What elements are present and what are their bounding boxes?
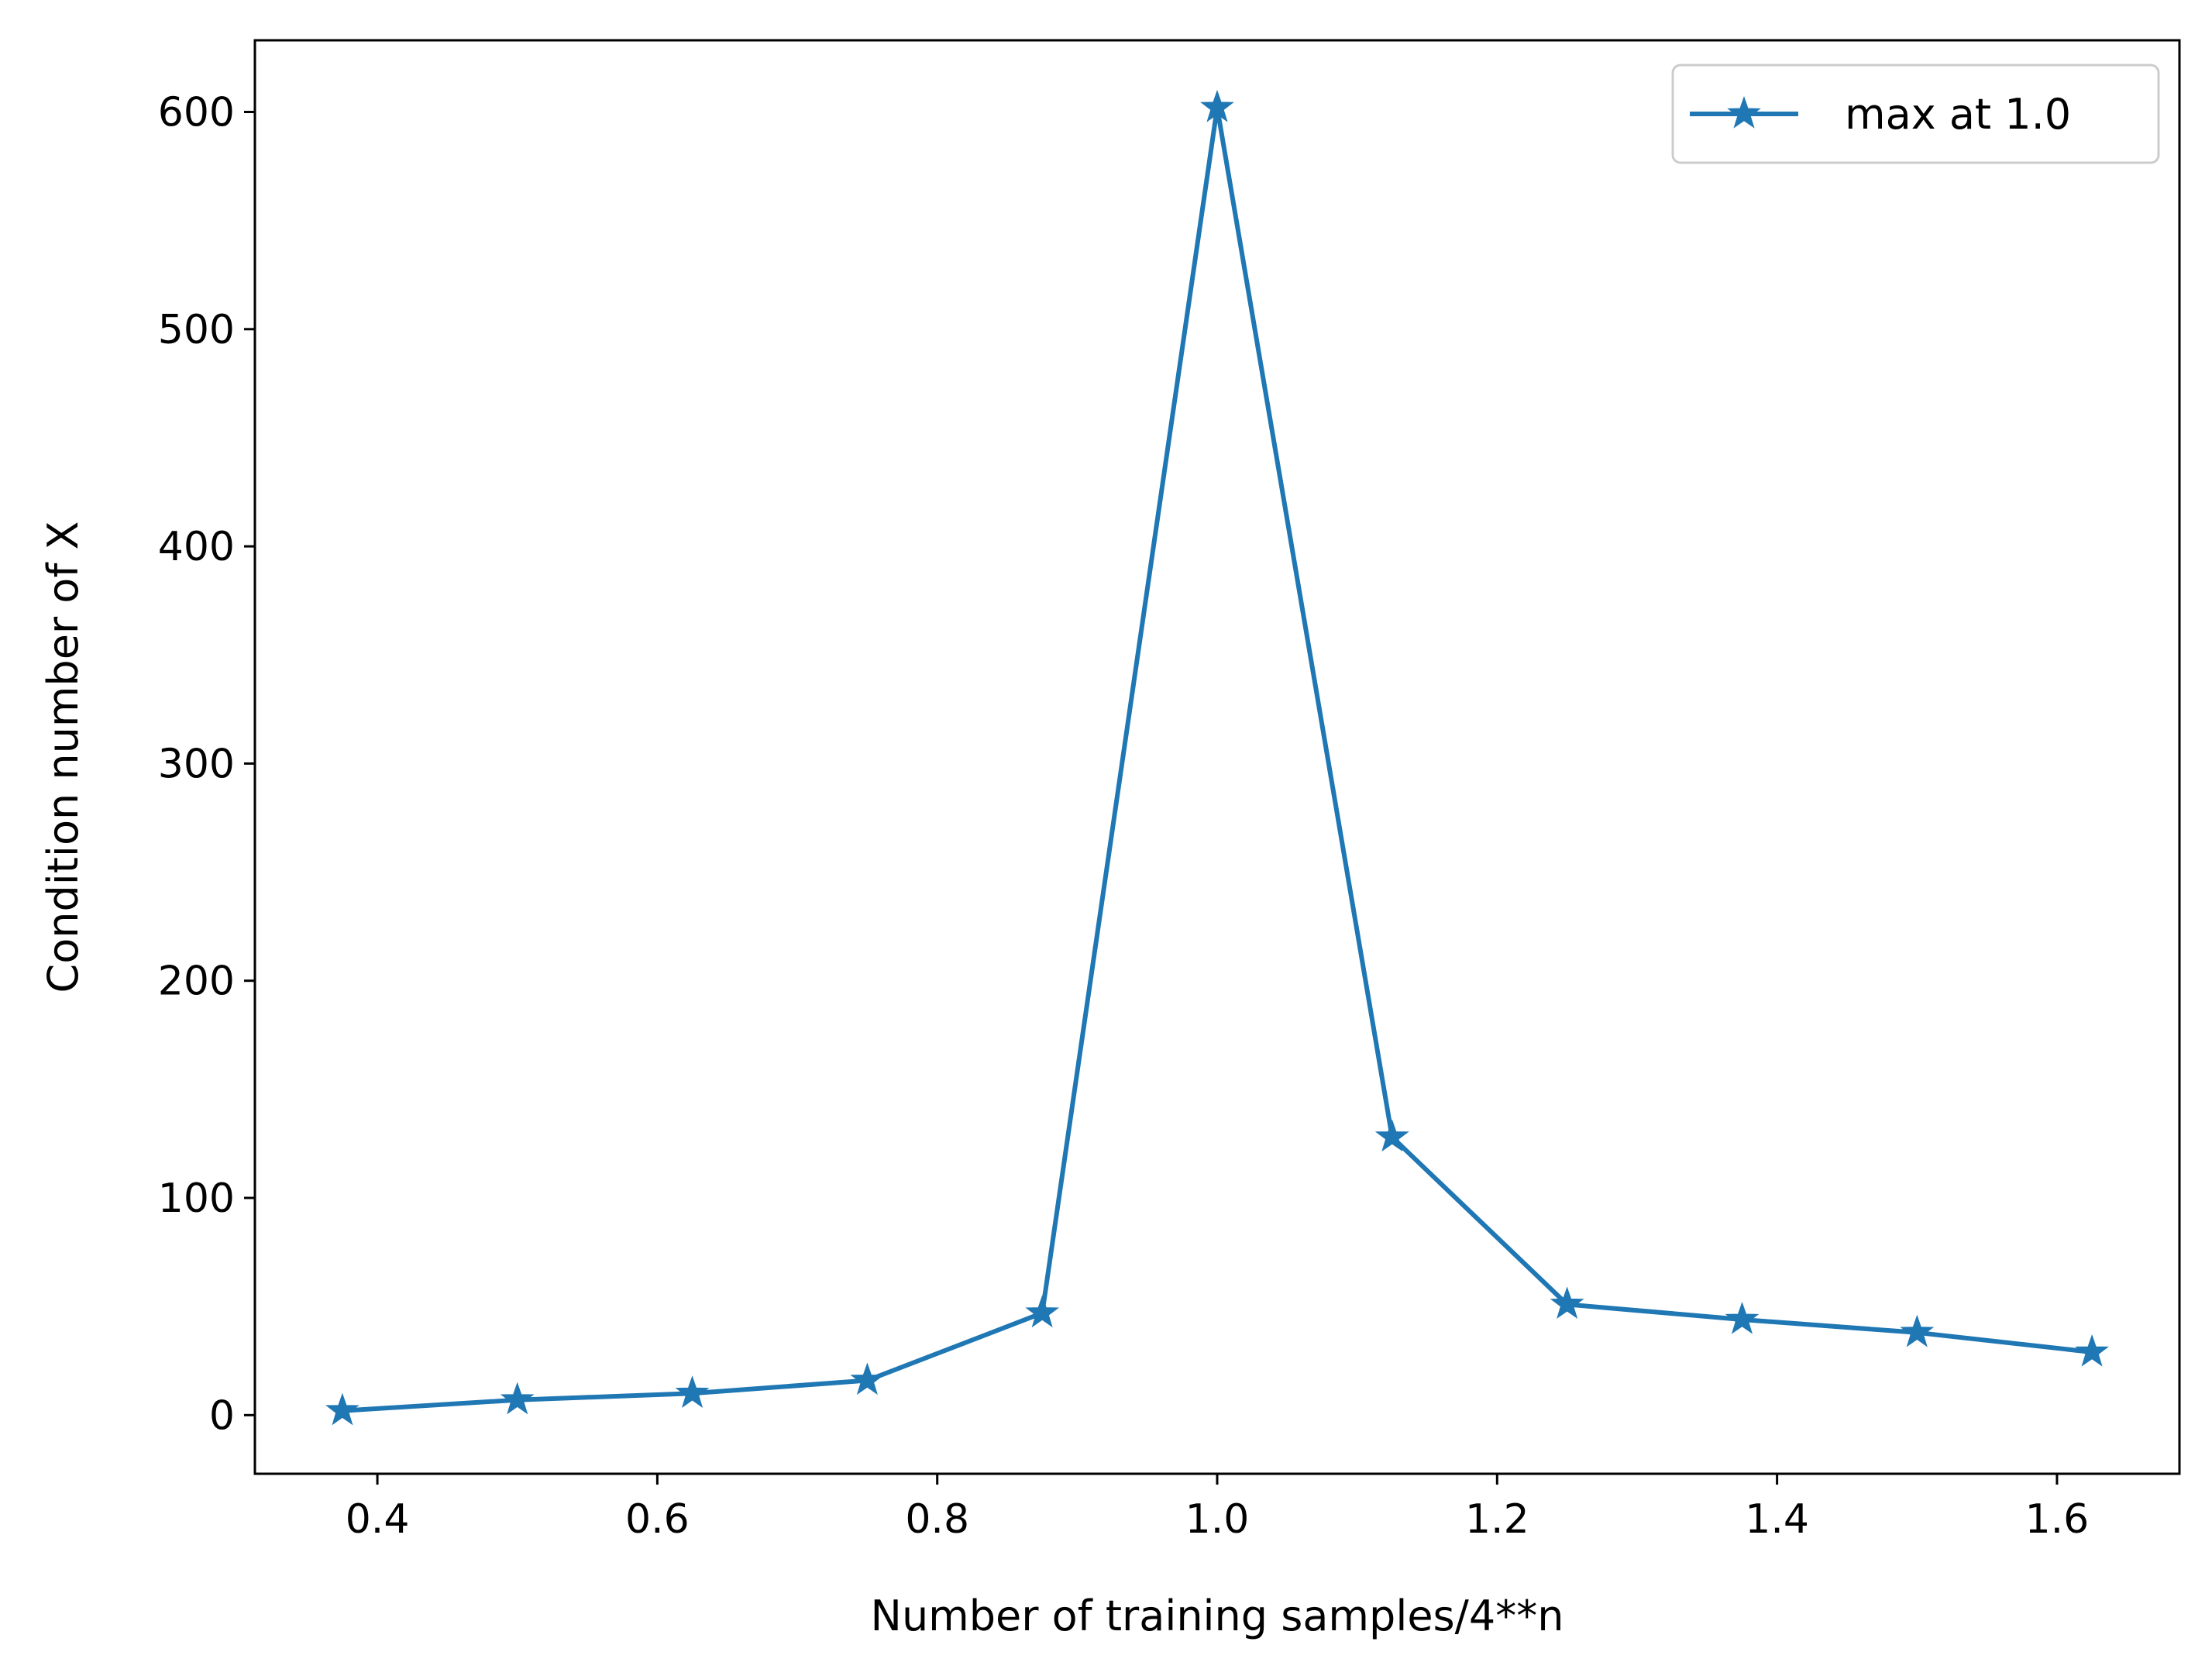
data-point-marker	[850, 1362, 885, 1396]
x-tick-label: 0.8	[905, 1496, 969, 1543]
y-axis-ticks: 0 100 200 300 400 500 600	[158, 90, 255, 1439]
legend-star-marker	[1727, 95, 1761, 129]
legend-label: max at 1.0	[1845, 90, 2071, 139]
data-point-marker	[1550, 1286, 1584, 1319]
y-tick-label: 300	[158, 741, 235, 787]
x-tick-label: 1.0	[1185, 1496, 1250, 1543]
data-point-marker	[1374, 1119, 1409, 1152]
x-tick-label: 1.2	[1465, 1496, 1529, 1543]
y-axis-label: Condition number of X	[39, 521, 88, 993]
x-axis-label: Number of training samples/4**n	[871, 1592, 1564, 1640]
x-tick-label: 0.6	[625, 1496, 690, 1543]
y-tick-label: 100	[158, 1175, 235, 1222]
y-tick-label: 500	[158, 307, 235, 353]
legend: max at 1.0	[1671, 64, 2160, 164]
y-tick-label: 200	[158, 958, 235, 1005]
series-layer	[325, 89, 2110, 1426]
data-point-marker	[1900, 1314, 1935, 1347]
plot-area	[255, 40, 2179, 1474]
data-point-marker	[675, 1375, 710, 1408]
plot-frame	[253, 39, 2181, 1475]
x-tick-label: 0.4	[346, 1496, 410, 1543]
y-tick-label: 400	[158, 524, 235, 570]
legend-box	[1671, 64, 2160, 164]
data-point-marker	[1200, 89, 1234, 122]
data-point-marker	[1025, 1295, 1060, 1328]
x-tick-label: 1.4	[1745, 1496, 1809, 1543]
x-axis-ticks: 0.4 0.6 0.8 1.0 1.2 1.4 1.6	[346, 1474, 2090, 1543]
x-tick-label: 1.6	[2025, 1496, 2090, 1543]
y-tick-label: 0	[209, 1392, 235, 1439]
y-tick-label: 600	[158, 90, 235, 136]
data-point-marker	[1725, 1301, 1760, 1334]
data-point-marker	[500, 1382, 535, 1415]
data-point-marker	[2075, 1334, 2110, 1367]
data-point-marker	[325, 1392, 359, 1426]
